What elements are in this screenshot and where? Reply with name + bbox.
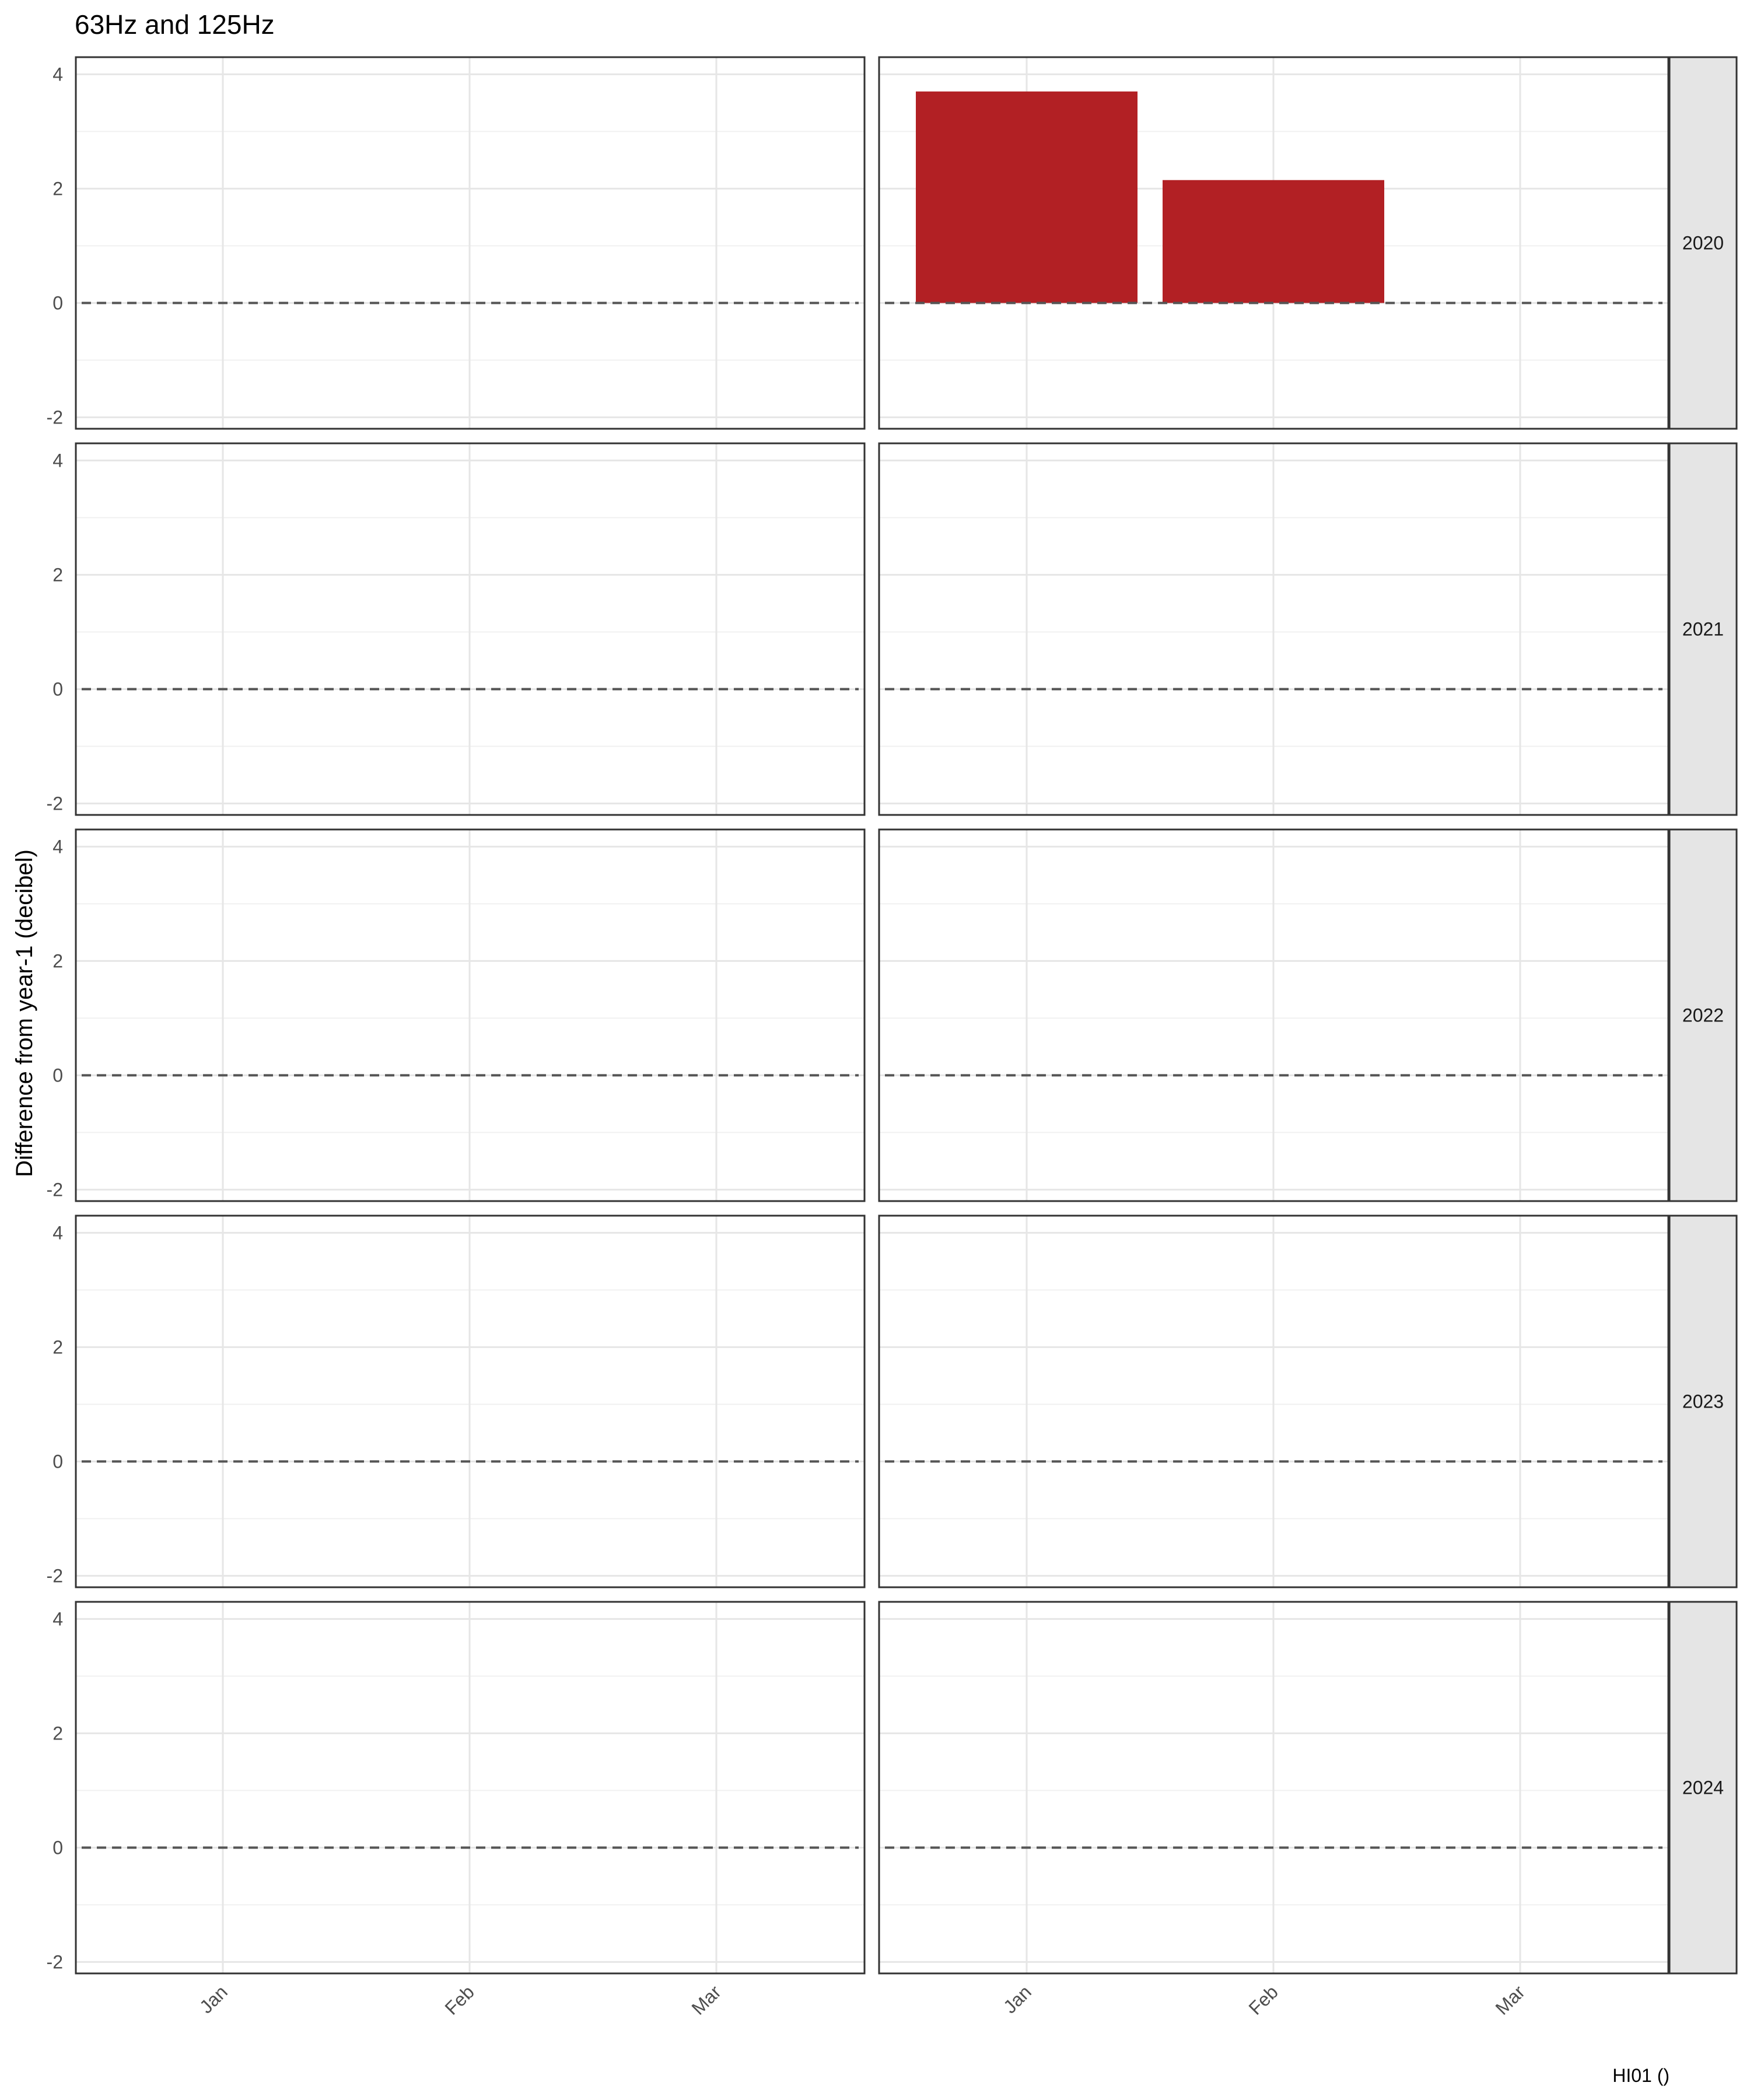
panel-2021-col1: -2 0 2 4 [47, 442, 866, 816]
y-tick-label: -2 [47, 1179, 63, 1200]
y-axis-label: Difference from year-1 (decibel) [12, 849, 37, 1177]
x-tick-label: Mar [1492, 1981, 1530, 2019]
y-tick-label: -2 [47, 1565, 63, 1586]
x-tick-label: Feb [441, 1981, 478, 2018]
panel-2023-col2 [878, 1214, 1670, 1588]
panel-grid: -2 0 2 4 2020 -2 0 2 4 2021 -2 0 2 4 2022 -2 0 2 4 2023 -2 0 2… [47, 56, 1738, 2019]
facet-strip-2024: 2024 [1668, 1601, 1738, 1975]
y-tick-label: 4 [52, 1608, 63, 1629]
panel-2023-col1: -2 0 2 4 [47, 1214, 866, 1588]
facet-strip-2020: 2020 [1668, 56, 1738, 430]
chart-title: 63Hz and 125Hz [75, 9, 275, 40]
panel-border [878, 56, 1670, 430]
facet-strip [1668, 56, 1738, 430]
y-tick-label: 0 [52, 1065, 63, 1086]
panel-border [75, 56, 866, 430]
panel-2022-col2 [878, 828, 1670, 1202]
facet-strip-label: 2022 [1682, 1005, 1724, 1026]
y-tick-label: 2 [52, 178, 63, 199]
panel-2022-col1: -2 0 2 4 [47, 828, 866, 1202]
y-tick-label: -2 [47, 407, 63, 428]
panel-2024-col1: -2 0 2 4 [47, 1601, 866, 1975]
y-tick-label: 4 [52, 1222, 63, 1243]
facet-strip-2023: 2023 [1668, 1214, 1738, 1588]
facet-strip-2021: 2021 [1668, 442, 1738, 816]
facet-strip [1668, 828, 1738, 1202]
y-tick-label: 0 [52, 1451, 63, 1472]
panel-2024-col2 [878, 1601, 1670, 1975]
y-tick-label: 0 [52, 292, 63, 313]
facet-strip [1668, 1214, 1738, 1588]
panel-border [75, 1601, 866, 1975]
panel-border [878, 442, 1670, 816]
panel-border [878, 828, 1670, 1202]
y-tick-label: 2 [52, 950, 63, 971]
facet-strip [1668, 442, 1738, 816]
y-tick-label: 2 [52, 1723, 63, 1744]
panel-2020-col1: -2 0 2 4 [47, 56, 866, 430]
panel-2020-col2 [878, 56, 1670, 430]
panel-border [878, 1601, 1670, 1975]
y-tick-label: 2 [52, 1336, 63, 1357]
facet-strip-label: 2024 [1682, 1777, 1724, 1798]
panel-border [878, 1214, 1670, 1588]
panel-border [75, 828, 866, 1202]
bar-feb [1163, 180, 1384, 303]
y-tick-label: 0 [52, 1837, 63, 1858]
y-tick-label: 0 [52, 678, 63, 699]
panel-border [75, 1214, 866, 1588]
facet-strip-2022: 2022 [1668, 828, 1738, 1202]
x-tick-label: Jan [195, 1981, 232, 2017]
x-tick-label: Jan [999, 1981, 1035, 2017]
y-tick-label: 4 [52, 64, 63, 85]
panel-2021-col2 [878, 442, 1670, 816]
y-tick-label: 4 [52, 836, 63, 857]
facet-strip [1668, 1601, 1738, 1975]
y-tick-label: -2 [47, 1951, 63, 1972]
y-tick-label: -2 [47, 793, 63, 814]
y-tick-label: 4 [52, 450, 63, 471]
x-tick-label: Mar [688, 1981, 726, 2019]
panel-border [75, 442, 866, 816]
facet-strip-label: 2021 [1682, 619, 1724, 640]
facet-strip-label: 2020 [1682, 233, 1724, 254]
chart-caption: HI01 () [1612, 2065, 1670, 2086]
facet-strip-label: 2023 [1682, 1391, 1724, 1412]
x-tick-label: Feb [1245, 1981, 1282, 2018]
y-tick-label: 2 [52, 564, 63, 585]
bar-jan [916, 91, 1138, 303]
